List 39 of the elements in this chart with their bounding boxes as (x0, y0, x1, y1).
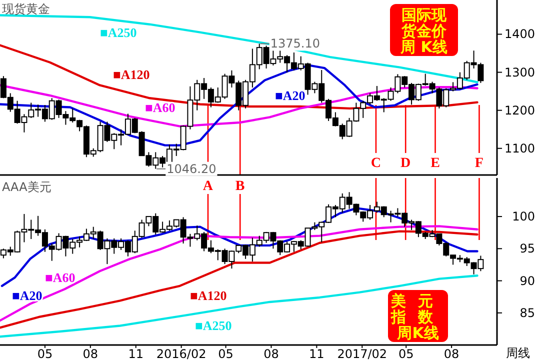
y-tick-label: 1400 (504, 27, 535, 42)
x-tick-label: 2016/02 (156, 347, 206, 360)
series-label: ■A250 (100, 25, 137, 40)
ref-line-label: B (235, 179, 245, 194)
ref-line-label: E (430, 156, 440, 171)
x-tick-label: 08 (82, 347, 98, 360)
chart-title: 现货黄金 (2, 2, 50, 16)
x-tick-label: 08 (264, 347, 279, 360)
ref-line-label: C (370, 156, 382, 171)
annotation: 美元指数周K线 (390, 292, 445, 342)
x-tick-label: 05 (37, 347, 53, 360)
series-label: ■A60 (45, 270, 76, 285)
series-label: ■A120 (190, 288, 227, 303)
ref-line-label: A (202, 179, 214, 194)
y-tick-label: 1100 (504, 141, 535, 156)
ref-line-label: D (400, 156, 411, 171)
text: 周线 (506, 346, 530, 360)
x-tick-label: 2017/02 (337, 347, 388, 360)
annotation: 1046.20 (166, 162, 216, 176)
y-tick-label: 100 (512, 210, 535, 224)
y-tick-label: 85 (520, 306, 535, 320)
series-label: ■A20 (275, 88, 306, 103)
x-tick-label: 11 (309, 347, 324, 360)
series-label: ■A120 (113, 67, 150, 82)
x-tick-label: 05 (398, 347, 414, 360)
series-label: ■A20 (12, 288, 42, 303)
y-tick-label: 95 (520, 242, 535, 256)
y-tick-label: 1200 (504, 103, 535, 118)
chart-title: AAA美元 (2, 180, 52, 194)
series-label: ■A250 (195, 318, 232, 333)
x-tick-label: 05 (218, 347, 234, 360)
x-tick-label: 08 (444, 347, 460, 360)
series-label: ■A60 (145, 100, 176, 115)
annotation: 1375.10 (270, 36, 320, 51)
annotation: 国际现货金价周 K线 (400, 6, 448, 56)
ref-line-label: F (474, 156, 484, 171)
y-tick-label: 90 (520, 274, 535, 288)
y-tick-label: 1300 (504, 65, 535, 80)
x-tick-label: 11 (128, 347, 144, 360)
